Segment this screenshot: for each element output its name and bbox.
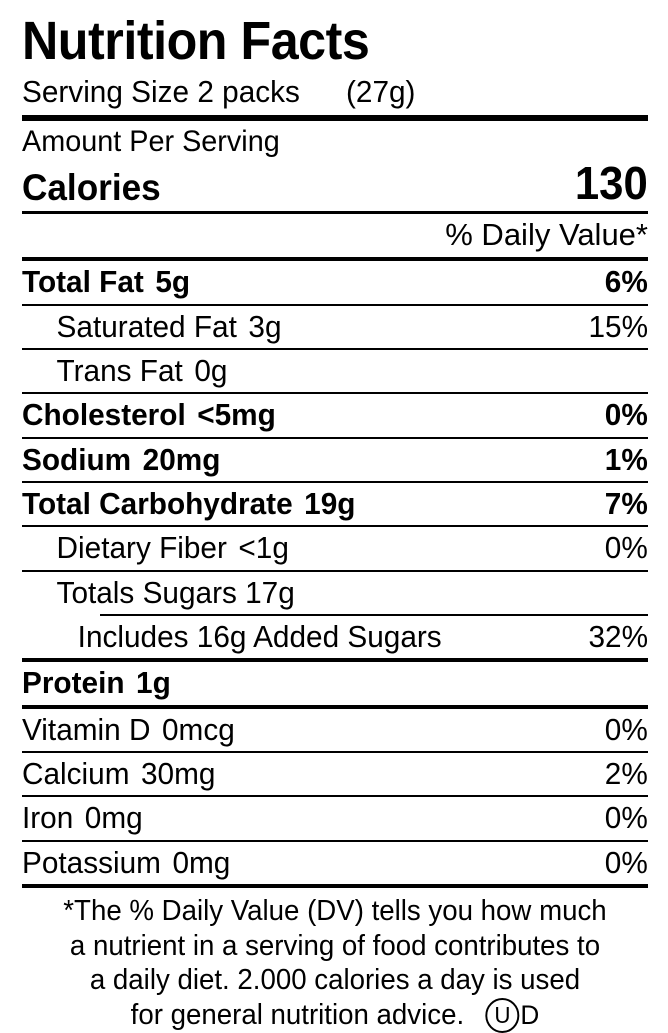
nutrient-row-cholesterol: Cholesterol <5mg 0%: [22, 394, 648, 436]
ou-dairy-kosher-icon: U D: [485, 998, 539, 1033]
nutrient-percent: 0%: [604, 530, 648, 566]
nutrient-percent: 2%: [604, 755, 648, 791]
divider: [22, 303, 648, 306]
nutrient-name: Total Fat 5g: [22, 264, 191, 300]
divider-below-dv-header: [22, 257, 648, 262]
nutrient-name: Totals Sugars 17g: [56, 574, 295, 610]
divider: [22, 480, 648, 483]
divider: [22, 347, 648, 350]
nutrient-name: Sodium 20mg: [22, 441, 221, 477]
daily-value-header: % Daily Value*: [445, 217, 648, 253]
nutrient-row-total-sugars: Totals Sugars 17g: [22, 572, 648, 614]
serving-size-label: Serving Size 2 packs: [22, 74, 300, 109]
divider-above-protein: [22, 658, 648, 663]
daily-value-footnote: *The % Daily Value (DV) tells you how mu…: [31, 888, 638, 1033]
nutrient-row-dietary-fiber: Dietary Fiber <1g 0%: [22, 527, 648, 569]
nutrient-percent: 6%: [604, 264, 648, 300]
divider: [22, 795, 648, 798]
divider: [22, 436, 648, 439]
divider-below-serving: [22, 114, 648, 121]
footnote-line-4-row: for general nutrition advice. U D: [31, 998, 638, 1033]
nutrient-name: Trans Fat 0g: [56, 352, 228, 388]
nutrient-name: Potassium 0mg: [22, 844, 231, 880]
divider-inset-added-sugars: [100, 613, 648, 616]
divider-below-protein: [22, 704, 648, 709]
ou-circle-u-icon: U: [485, 998, 520, 1033]
page-title: Nutrition Facts: [22, 11, 370, 71]
nutrient-percent: 0%: [604, 844, 648, 880]
calories-value: 130: [575, 157, 648, 210]
nutrient-name: Cholesterol <5mg: [22, 397, 276, 433]
footnote-line-4: for general nutrition advice.: [130, 999, 465, 1032]
divider: [22, 569, 648, 572]
nutrient-name: Vitamin D 0mcg: [22, 711, 235, 747]
nutrition-facts-label: Nutrition Facts Serving Size 2 packs (27…: [22, 11, 648, 1033]
nutrient-percent: 0%: [604, 800, 648, 836]
divider: [22, 839, 648, 842]
footnote-line-3: a daily diet. 2.000 calories a day is us…: [89, 964, 581, 997]
nutrient-name: Calcium 30mg: [22, 755, 216, 791]
ou-dairy-suffix: D: [520, 1000, 540, 1031]
nutrient-row-sodium: Sodium 20mg 1%: [22, 439, 648, 481]
divider-above-footnote: [22, 883, 648, 888]
nutrient-row-added-sugars: Includes 16g Added Sugars 32%: [22, 616, 648, 658]
nutrient-percent: 1%: [604, 441, 648, 477]
micronutrient-row-calcium: Calcium 30mg 2%: [22, 753, 648, 795]
divider: [22, 392, 648, 395]
nutrient-percent: 0%: [604, 397, 648, 433]
nutrient-row-total-fat: Total Fat 5g 6%: [22, 261, 648, 303]
nutrient-percent: 15%: [588, 308, 648, 344]
calories-row: Calories 130: [22, 159, 648, 211]
nutrient-percent: 0%: [604, 711, 648, 747]
divider-below-calories: [22, 211, 648, 215]
serving-size-row: Serving Size 2 packs (27g): [22, 68, 623, 115]
micronutrient-row-potassium: Potassium 0mg 0%: [22, 842, 648, 884]
nutrient-row-saturated-fat: Saturated Fat 3g 15%: [22, 306, 648, 348]
nutrient-name: Saturated Fat 3g: [56, 308, 282, 344]
nutrient-name: Includes 16g Added Sugars: [77, 618, 442, 654]
nutrient-row-total-carbohydrate: Total Carbohydrate 19g 7%: [22, 483, 648, 525]
nutrient-row-trans-fat: Trans Fat 0g: [22, 350, 648, 392]
amount-per-serving-label: Amount Per Serving: [22, 124, 280, 158]
nutrient-name: Dietary Fiber <1g: [56, 530, 289, 566]
micronutrient-row-iron: Iron 0mg 0%: [22, 797, 648, 839]
footnote-line-1: *The % Daily Value (DV) tells you how mu…: [63, 894, 607, 927]
nutrient-name: Iron 0mg: [22, 800, 143, 836]
nutrient-percent: 7%: [604, 485, 648, 521]
calories-label: Calories: [22, 167, 161, 209]
divider: [22, 525, 648, 528]
micronutrient-row-vitamin-d: Vitamin D 0mcg 0%: [22, 709, 648, 751]
nutrient-percent: 32%: [588, 618, 648, 654]
nutrient-row-protein: Protein 1g: [22, 662, 648, 704]
serving-size-weight: (27g): [345, 74, 416, 109]
footnote-line-2: a nutrient in a serving of food contribu…: [69, 929, 601, 962]
nutrient-name: Total Carbohydrate 19g: [22, 485, 356, 521]
nutrient-name: Protein 1g: [22, 665, 171, 701]
divider: [22, 750, 648, 753]
